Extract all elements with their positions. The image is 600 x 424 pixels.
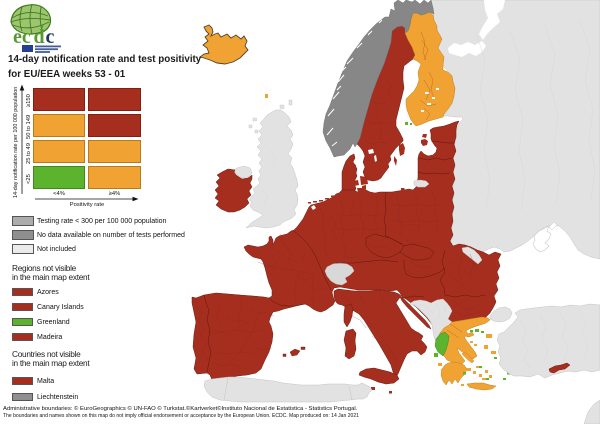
- svg-text:ec: ec: [13, 26, 31, 48]
- svg-text:c: c: [46, 26, 55, 48]
- svg-text:d: d: [34, 26, 45, 48]
